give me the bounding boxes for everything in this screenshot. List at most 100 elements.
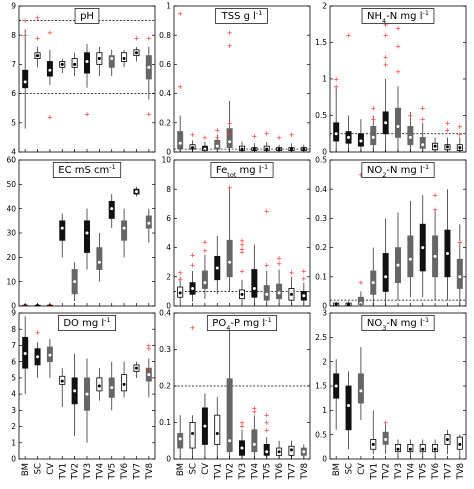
median-marker [122, 57, 126, 61]
box-body [395, 107, 401, 138]
y-tick-label: 50 [6, 180, 16, 189]
outlier-marker: + [202, 134, 208, 142]
median-marker [85, 59, 89, 63]
median-marker [215, 144, 219, 148]
outlier-marker: + [251, 408, 257, 416]
box-tv6 [432, 439, 439, 457]
y-tick-label: 4 [11, 390, 16, 399]
box-tv8: +++ [145, 342, 152, 398]
median-marker [252, 442, 256, 446]
median-marker [215, 431, 219, 435]
box-tv4 [407, 200, 414, 298]
category-label: TV8 [145, 463, 155, 480]
outlier-marker: + [177, 10, 183, 18]
box-tv3 [84, 358, 90, 443]
category-label: TV3 [83, 463, 93, 480]
panel-title-text: NO2-N mg l-1 [367, 163, 429, 179]
box-tv5: ++ [419, 105, 426, 152]
median-marker [334, 132, 338, 136]
median-marker [97, 384, 101, 388]
box-sc: + [345, 32, 352, 152]
outlier-marker: + [383, 32, 389, 40]
panel-8: ++++++++ [174, 320, 310, 459]
box-tv5 [108, 49, 115, 77]
median-marker [334, 384, 338, 388]
y-tick-label: 5 [11, 118, 16, 127]
outlier-marker: + [146, 35, 152, 43]
outlier-marker: + [251, 132, 257, 140]
median-marker [147, 221, 151, 225]
outlier-marker: + [276, 254, 282, 262]
outlier-marker: + [370, 116, 376, 124]
box-body [226, 128, 233, 149]
y-tick-label: 1 [11, 438, 16, 447]
y-tick-label: 0 [322, 148, 327, 157]
box-tv3: +++++ [239, 237, 245, 304]
outlier-marker: + [276, 134, 282, 142]
y-tick-label: 60 [6, 156, 16, 165]
outlier-marker: + [264, 412, 270, 420]
panel-4: + + [22, 186, 152, 306]
box-sc: + [34, 329, 41, 378]
panel-title: Fetot mg l-1 [210, 162, 274, 179]
panel-7: ++++ [22, 316, 152, 443]
box-tv7: + [133, 35, 140, 62]
panel-6: +++++ [330, 171, 466, 306]
y-tick-label: 2 [11, 422, 16, 431]
outlier-marker: + [227, 130, 233, 138]
median-marker [134, 190, 138, 194]
median-marker [60, 226, 64, 230]
box-tv2: +++++ [382, 10, 389, 152]
box-bm [22, 316, 29, 395]
y-tick-label: 10 [161, 156, 171, 165]
median-marker [147, 65, 151, 69]
box-tv1: ++ [370, 105, 376, 152]
outlier-marker: + [445, 119, 451, 127]
median-marker [433, 447, 437, 451]
box-tv1 [370, 247, 377, 306]
median-marker [97, 260, 101, 264]
median-marker [228, 260, 232, 264]
panel-5: +++++++++++++++++ ++ [174, 184, 310, 305]
category-label: TV3 [238, 463, 248, 480]
outlier-marker: + [395, 24, 401, 32]
box-tv8: ++ [456, 123, 463, 152]
y-tick-label: 3 [11, 406, 16, 415]
panel-2: +++ +++++++ + ++ + [174, 10, 310, 152]
panel-title-text: Fetot mg l-1 [216, 163, 268, 179]
median-marker [122, 382, 126, 386]
box-tv4 [96, 46, 103, 77]
box-body [177, 131, 184, 150]
y-tick-label: 1.5 [315, 38, 327, 47]
outlier-marker: + [239, 419, 245, 427]
category-label: TV7 [287, 463, 297, 480]
outlier-marker: + [239, 246, 245, 254]
box-body [22, 69, 29, 89]
category-label: SC [345, 463, 355, 474]
median-marker [191, 431, 195, 435]
median-marker [445, 251, 449, 255]
outlier-marker: + [301, 267, 307, 275]
median-marker [408, 135, 412, 139]
outlier-marker: + [190, 251, 196, 259]
box-tv2 [382, 218, 389, 306]
category-label: TV2 [71, 463, 81, 480]
median-marker [384, 121, 388, 125]
box-tv6 [121, 49, 128, 68]
box-tv5 [419, 439, 426, 457]
box-body [214, 414, 221, 445]
box-tv1 [370, 410, 377, 455]
outlier-marker: + [146, 345, 152, 353]
median-marker [178, 437, 182, 441]
y-tick-label: 1.5 [315, 382, 327, 391]
box-cv: ++ [357, 171, 364, 306]
outlier-marker: + [264, 130, 270, 138]
box-bm: ++ [22, 17, 28, 129]
outlier-marker: + [301, 275, 307, 283]
box-tv5 [419, 195, 426, 298]
outlier-marker: + [146, 111, 152, 119]
median-marker [215, 266, 219, 270]
box-tv1 [59, 58, 66, 74]
y-tick-label: 0.2 [315, 243, 327, 252]
outlier-marker: + [358, 279, 364, 287]
